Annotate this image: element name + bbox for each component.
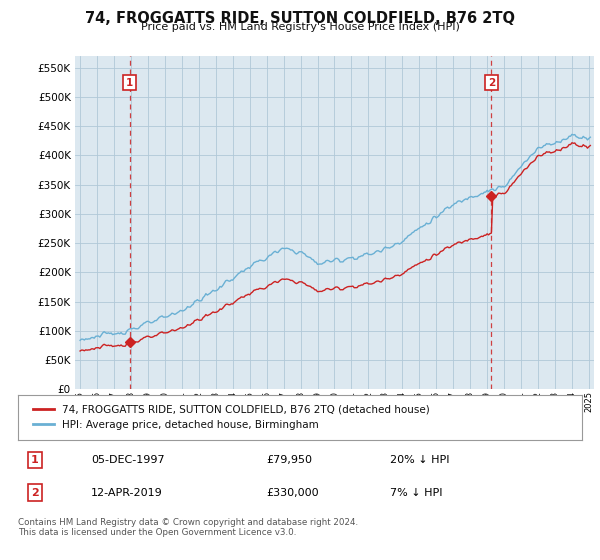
Text: 20% ↓ HPI: 20% ↓ HPI <box>390 455 450 465</box>
Text: Price paid vs. HM Land Registry's House Price Index (HPI): Price paid vs. HM Land Registry's House … <box>140 22 460 32</box>
Legend: 74, FROGGATTS RIDE, SUTTON COLDFIELD, B76 2TQ (detached house), HPI: Average pri: 74, FROGGATTS RIDE, SUTTON COLDFIELD, B7… <box>29 400 434 434</box>
Text: 05-DEC-1997: 05-DEC-1997 <box>91 455 165 465</box>
Text: 12-APR-2019: 12-APR-2019 <box>91 488 163 498</box>
Text: £330,000: £330,000 <box>266 488 319 498</box>
Text: 1: 1 <box>126 78 133 88</box>
Text: Contains HM Land Registry data © Crown copyright and database right 2024.
This d: Contains HM Land Registry data © Crown c… <box>18 518 358 538</box>
Text: £79,950: £79,950 <box>266 455 312 465</box>
Text: 74, FROGGATTS RIDE, SUTTON COLDFIELD, B76 2TQ: 74, FROGGATTS RIDE, SUTTON COLDFIELD, B7… <box>85 11 515 26</box>
Text: 1: 1 <box>31 455 39 465</box>
Text: 7% ↓ HPI: 7% ↓ HPI <box>390 488 443 498</box>
Text: 2: 2 <box>31 488 39 498</box>
Text: 2: 2 <box>488 78 495 88</box>
